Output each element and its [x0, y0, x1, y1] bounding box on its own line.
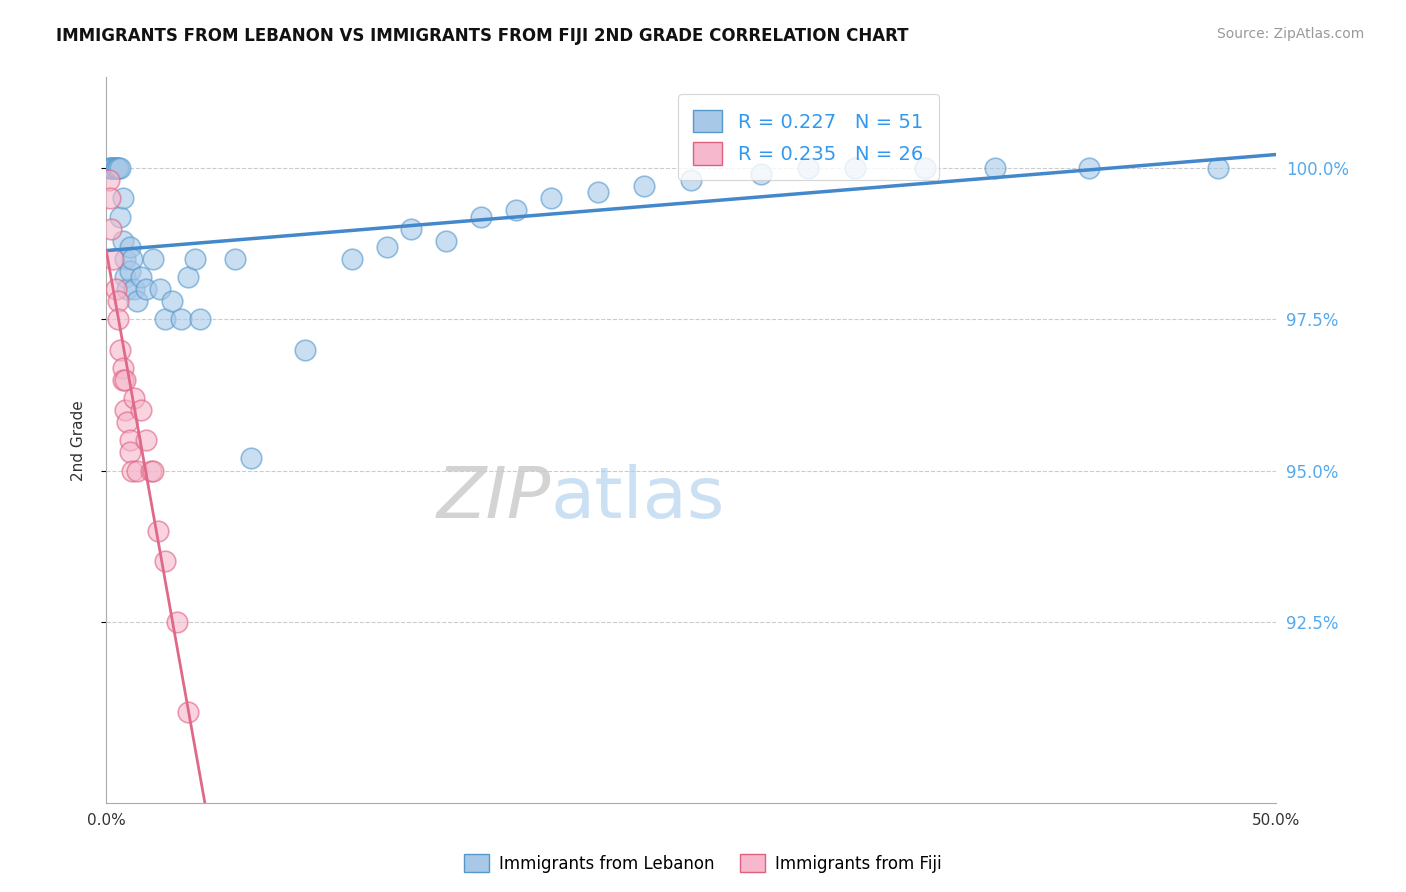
Point: [135, 282, 157, 296]
Point: [142, 252, 165, 266]
Point: [121, 464, 143, 478]
Legend: R = 0.227   N = 51, R = 0.235   N = 26: R = 0.227 N = 51, R = 0.235 N = 26: [678, 95, 939, 180]
Point: [294, 343, 316, 357]
Point: [633, 179, 655, 194]
Point: [114, 252, 136, 266]
Point: [124, 391, 146, 405]
Point: [118, 264, 141, 278]
Point: [751, 167, 773, 181]
Point: [166, 615, 188, 629]
Point: [107, 161, 129, 176]
Point: [118, 434, 141, 448]
Point: [224, 252, 246, 266]
Point: [914, 161, 936, 176]
Point: [114, 270, 136, 285]
Point: [117, 415, 139, 429]
Point: [149, 282, 172, 296]
Point: [434, 234, 457, 248]
Text: IMMIGRANTS FROM LEBANON VS IMMIGRANTS FROM FIJI 2ND GRADE CORRELATION CHART: IMMIGRANTS FROM LEBANON VS IMMIGRANTS FR…: [56, 27, 908, 45]
Text: atlas: atlas: [551, 464, 725, 533]
Point: [98, 191, 121, 205]
Point: [399, 221, 422, 235]
Point: [146, 524, 169, 538]
Point: [97, 173, 120, 187]
Point: [121, 252, 143, 266]
Text: ZIP: ZIP: [436, 464, 551, 533]
Point: [184, 252, 207, 266]
Point: [110, 161, 132, 176]
Point: [110, 210, 132, 224]
Point: [984, 161, 1007, 176]
Point: [114, 373, 136, 387]
Point: [797, 161, 820, 176]
Point: [124, 282, 146, 296]
Point: [111, 373, 134, 387]
Y-axis label: 2nd Grade: 2nd Grade: [72, 400, 86, 481]
Point: [131, 403, 153, 417]
Point: [100, 161, 122, 176]
Point: [153, 554, 176, 568]
Point: [104, 282, 127, 296]
Point: [375, 240, 398, 254]
Point: [1077, 161, 1099, 176]
Point: [470, 210, 492, 224]
Text: Source: ZipAtlas.com: Source: ZipAtlas.com: [1216, 27, 1364, 41]
Point: [104, 161, 127, 176]
Point: [139, 464, 162, 478]
Point: [681, 173, 703, 187]
Point: [103, 161, 125, 176]
Point: [107, 312, 129, 326]
Point: [340, 252, 363, 266]
Point: [125, 294, 148, 309]
Point: [103, 161, 125, 176]
Point: [111, 191, 134, 205]
Point: [131, 270, 153, 285]
Point: [110, 343, 132, 357]
Point: [135, 434, 157, 448]
Point: [111, 360, 134, 375]
Point: [142, 464, 165, 478]
Point: [125, 464, 148, 478]
Point: [107, 161, 129, 176]
Point: [97, 161, 120, 176]
Point: [104, 161, 127, 176]
Point: [103, 252, 125, 266]
Point: [170, 312, 193, 326]
Point: [505, 203, 527, 218]
Point: [177, 706, 200, 720]
Point: [177, 270, 200, 285]
Point: [118, 445, 141, 459]
Point: [118, 240, 141, 254]
Point: [160, 294, 183, 309]
Point: [1206, 161, 1229, 176]
Point: [153, 312, 176, 326]
Legend: Immigrants from Lebanon, Immigrants from Fiji: Immigrants from Lebanon, Immigrants from…: [458, 847, 948, 880]
Point: [107, 294, 129, 309]
Point: [586, 186, 609, 200]
Point: [111, 234, 134, 248]
Point: [117, 282, 139, 296]
Point: [114, 403, 136, 417]
Point: [240, 451, 263, 466]
Point: [844, 161, 866, 176]
Point: [540, 191, 562, 205]
Point: [188, 312, 211, 326]
Point: [100, 161, 122, 176]
Point: [100, 221, 122, 235]
